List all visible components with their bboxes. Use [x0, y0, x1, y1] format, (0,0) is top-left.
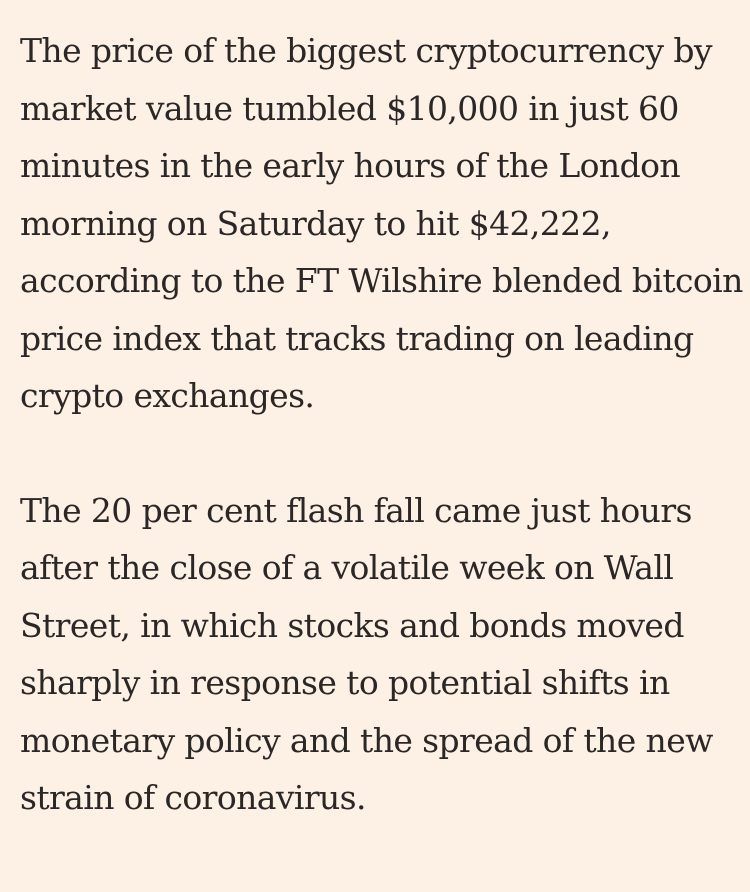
text-line: The 20 per cent flash fall came just hou… — [20, 490, 692, 530]
text-line: The price of the biggest cryptocurrency … — [20, 31, 712, 70]
text-line: market value tumbled $10,000 in just 60 — [20, 88, 679, 128]
text-line: price index that tracks trading on leadi… — [20, 318, 694, 358]
text-line: monetary policy and the spread of the ne… — [20, 720, 713, 760]
text-line: after the close of a volatile week on Wa… — [20, 548, 674, 587]
text-line: morning on Saturday to hit $42,222, — [20, 203, 611, 243]
text-line: crypto exchanges. — [20, 376, 315, 415]
text-line: strain of coronavirus. — [20, 778, 366, 817]
text-line: Street, in which stocks and bonds moved — [20, 605, 684, 645]
text-line: according to the FT Wilshire blended bit… — [20, 261, 743, 300]
article-paragraph-1: The price of the biggest cryptocurrency … — [20, 22, 743, 425]
text-line: sharply in response to potential shifts … — [20, 663, 670, 702]
article-paragraph-2: The 20 per cent flash fall came just hou… — [20, 482, 730, 827]
text-line: minutes in the early hours of the London — [20, 146, 681, 185]
